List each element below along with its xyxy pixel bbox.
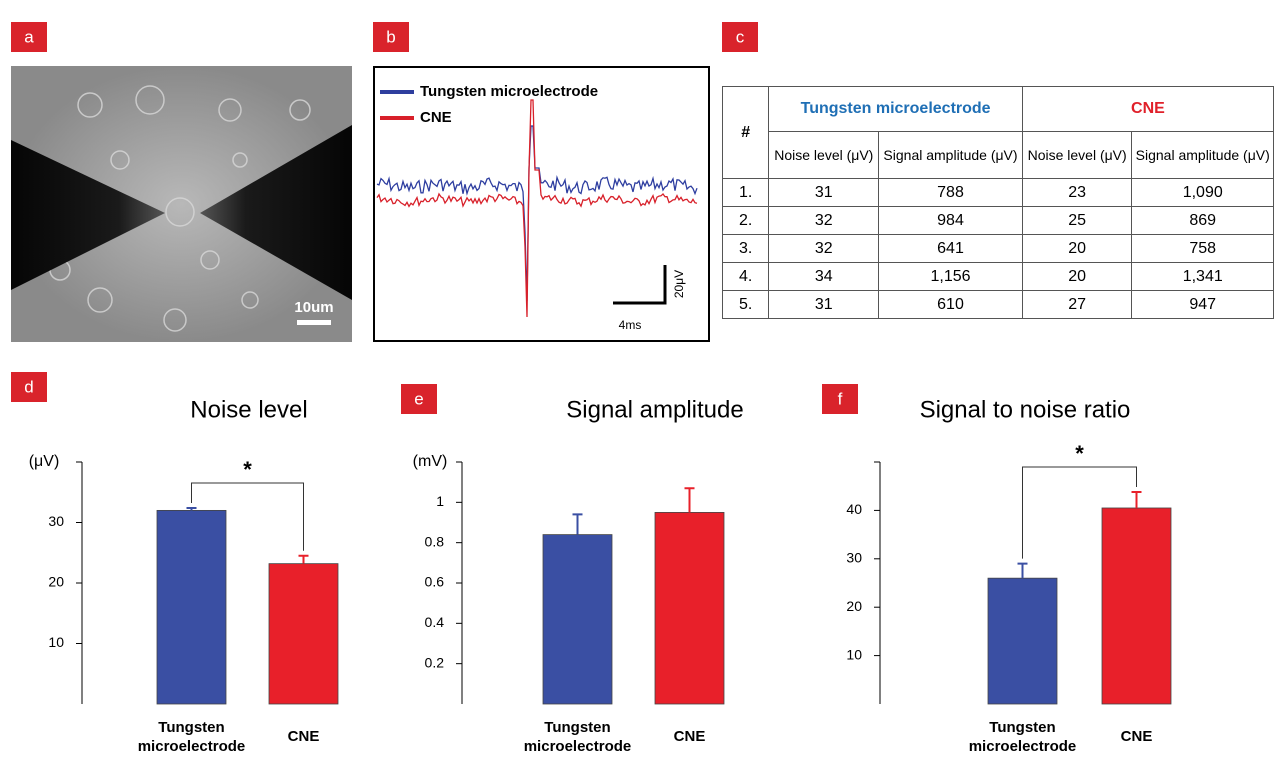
table-cell: 788 [879, 179, 1023, 207]
error-bar [299, 556, 309, 564]
y-tick-label: 0.6 [425, 574, 445, 590]
table-cell: 5. [723, 291, 769, 319]
error-bar [1132, 492, 1142, 508]
table-cell: 1,341 [1132, 263, 1274, 291]
bar [543, 535, 612, 704]
error-bar [685, 488, 695, 512]
table-cell: 947 [1132, 291, 1274, 319]
y-tick-label: 30 [48, 513, 64, 529]
y-tick-label: 0.2 [425, 654, 445, 670]
table-cell: 27 [1022, 291, 1132, 319]
x-tick-label: CNE [625, 727, 755, 746]
table-cell: 34 [769, 263, 879, 291]
error-bar [573, 514, 583, 534]
error-bar [1018, 564, 1028, 579]
significance-label: * [243, 457, 252, 482]
x-tick-label: CNE [1072, 727, 1202, 746]
y-tick-label: 30 [846, 550, 862, 566]
chart-title: Signal amplitude [566, 396, 743, 423]
table-cell: 20 [1022, 263, 1132, 291]
y-tick-label: 20 [48, 574, 64, 590]
table-subheader-cell: Signal amplitude (μV) [1132, 132, 1274, 179]
y-tick-label: 20 [846, 598, 862, 614]
significance-label: * [1075, 441, 1084, 466]
panel-label: e [414, 389, 423, 408]
table-cell: 32 [769, 207, 879, 235]
table-cell: 984 [879, 207, 1023, 235]
y-tick-label: 0.8 [425, 533, 445, 549]
table-header-cell: Tungsten microelectrode [769, 87, 1022, 132]
table-cell: 2. [723, 207, 769, 235]
table-header-cell: CNE [1022, 87, 1273, 132]
y-tick-label: 40 [846, 501, 862, 517]
panel-label: d [24, 377, 33, 396]
table-subheader-cell: Noise level (μV) [1022, 132, 1132, 179]
table-header-cell: # [723, 87, 769, 179]
table-cell: 758 [1132, 235, 1274, 263]
bar [988, 578, 1057, 704]
panel-label: c [736, 27, 745, 46]
x-tick-label: CNE [239, 727, 369, 746]
table-cell: 641 [879, 235, 1023, 263]
table-subheader-cell: Signal amplitude (μV) [879, 132, 1023, 179]
table-cell: 3. [723, 235, 769, 263]
panel-label: a [24, 27, 34, 46]
x-tick-label: Tungsten microelectrode [958, 718, 1088, 756]
table-subheader-row: Noise level (μV)Signal amplitude (μV)Noi… [723, 132, 1274, 179]
table-cell: 1,090 [1132, 179, 1274, 207]
page: 10um Tungsten microelectrode CNE 4ms 20μ… [0, 0, 1274, 757]
scale-x-label: 4ms [619, 318, 642, 332]
y-unit: (mV) [413, 453, 448, 470]
table-cell: 25 [1022, 207, 1132, 235]
legend-label: Tungsten microelectrode [420, 83, 598, 100]
table-cell: 20 [1022, 235, 1132, 263]
scale-y-label: 20μV [672, 270, 686, 298]
bar [269, 564, 338, 704]
scale-bar-label: 10um [294, 299, 333, 316]
bar [1102, 508, 1171, 704]
table-cell: 610 [879, 291, 1023, 319]
table-cell: 31 [769, 179, 879, 207]
chart-title: Noise level [190, 396, 307, 423]
table-subheader-cell: Noise level (μV) [769, 132, 879, 179]
table-cell: 23 [1022, 179, 1132, 207]
y-unit: (μV) [29, 453, 60, 470]
legend-label: CNE [420, 109, 452, 126]
y-tick-label: 0.4 [425, 614, 445, 630]
table-cell: 32 [769, 235, 879, 263]
table-cell: 1,156 [879, 263, 1023, 291]
y-tick-label: 10 [48, 634, 64, 650]
x-tick-label: Tungsten microelectrode [127, 718, 257, 756]
panel-label: f [838, 389, 843, 408]
table-cell: 869 [1132, 207, 1274, 235]
y-tick-label: 10 [846, 646, 862, 662]
table-cell: 31 [769, 291, 879, 319]
bar [157, 510, 226, 704]
bar [655, 512, 724, 704]
x-tick-label: Tungsten microelectrode [513, 718, 643, 756]
chart-title: Signal to noise ratio [920, 396, 1131, 423]
y-tick-label: 1 [436, 493, 444, 509]
panel-label: b [386, 27, 395, 46]
table-cell: 4. [723, 263, 769, 291]
table-cell: 1. [723, 179, 769, 207]
